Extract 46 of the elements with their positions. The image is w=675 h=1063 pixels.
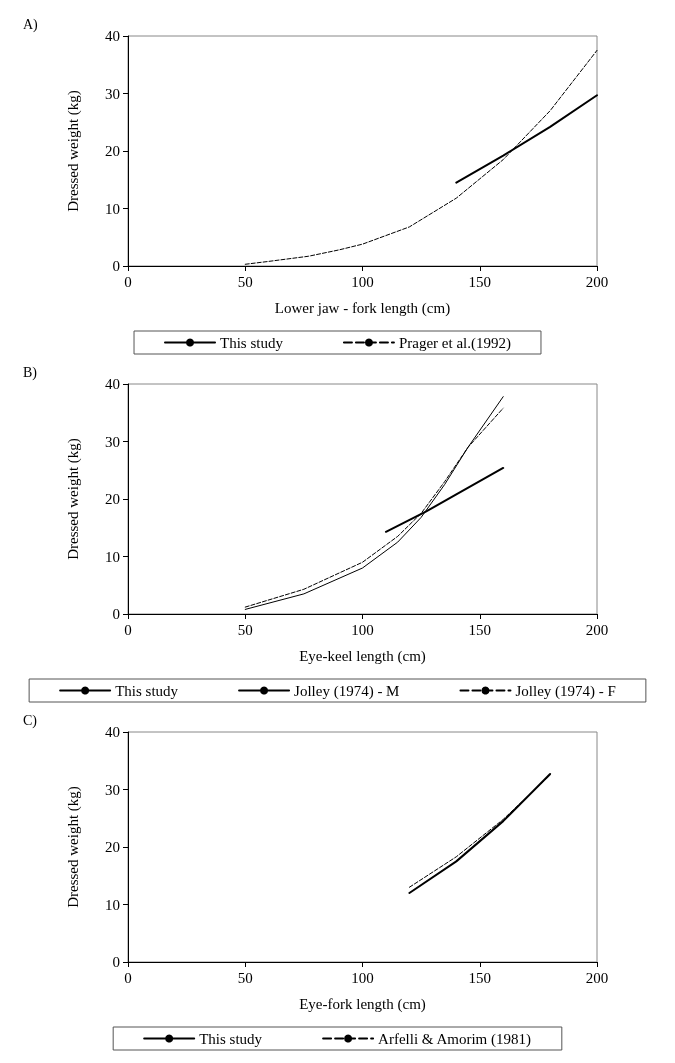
chart-title: C) [23, 712, 38, 729]
x-tick-label: 200 [585, 273, 609, 290]
y-tick-label: 30 [105, 781, 120, 798]
legend-label: This study [115, 682, 179, 699]
y-tick-label: 40 [105, 28, 120, 44]
y-tick-label: 40 [105, 724, 120, 740]
y-tick-label: 20 [105, 839, 120, 855]
legend-label: Prager et al.(1992) [398, 334, 511, 352]
y-tick-label: 20 [105, 143, 120, 159]
chart-title: A) [23, 16, 39, 33]
y-tick-label: 30 [105, 433, 120, 450]
x-tick-label: 150 [468, 969, 491, 986]
x-tick-label: 200 [585, 969, 609, 986]
y-tick-label: 0 [112, 606, 120, 622]
legend-label: Arfelli & Amorim (1981) [378, 1030, 532, 1048]
y-tick-label: 10 [105, 200, 120, 217]
x-tick-label: 50 [237, 273, 253, 290]
x-tick-label: 0 [124, 969, 132, 986]
legend-label: Jolley (1974) - F [515, 682, 616, 700]
y-tick-label: 20 [105, 491, 120, 507]
x-tick-label: 0 [124, 621, 132, 638]
x-tick-label: 100 [351, 969, 374, 986]
chart-title: B) [23, 364, 38, 381]
y-tick-label: 10 [105, 548, 120, 565]
x-axis-title: Eye-fork length (cm) [299, 995, 426, 1013]
x-tick-label: 100 [351, 621, 374, 638]
y-tick-label: 40 [105, 376, 120, 392]
y-tick-label: 0 [112, 258, 120, 274]
x-tick-label: 200 [585, 621, 609, 638]
y-axis-title: Dressed weight (kg) [64, 786, 82, 908]
x-tick-label: 50 [237, 969, 253, 986]
legend-label: This study [199, 1030, 263, 1047]
x-tick-label: 50 [237, 621, 253, 638]
x-tick-label: 150 [468, 273, 491, 290]
x-axis-title: Lower jaw - fork length (cm) [274, 299, 451, 317]
legend-label: Jolley (1974) - M [294, 682, 400, 700]
y-axis-title: Dressed weight (kg) [64, 90, 82, 212]
legend-label: This study [220, 334, 284, 351]
x-tick-label: 150 [468, 621, 491, 638]
x-axis-title: Eye-keel length (cm) [299, 647, 426, 665]
y-tick-label: 10 [105, 896, 120, 913]
y-tick-label: 0 [112, 954, 120, 970]
y-axis-title: Dressed weight (kg) [64, 438, 82, 560]
x-tick-label: 0 [124, 273, 132, 290]
x-tick-label: 100 [351, 273, 374, 290]
y-tick-label: 30 [105, 85, 120, 102]
